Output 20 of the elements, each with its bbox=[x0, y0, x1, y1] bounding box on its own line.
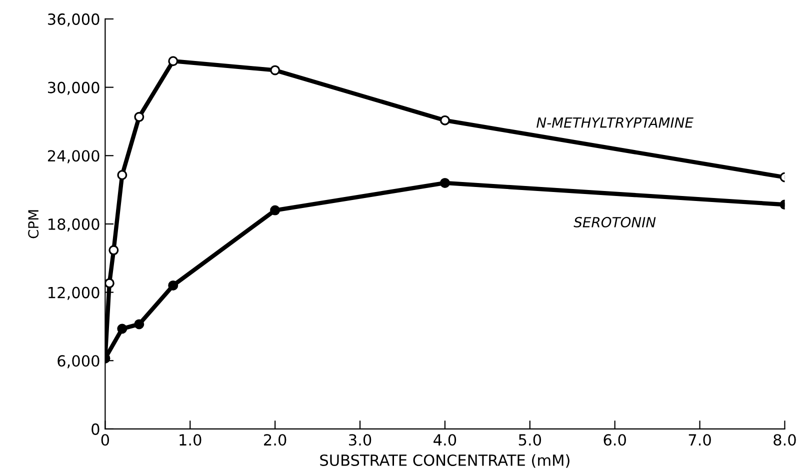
x-tick-label: 1.0 bbox=[180, 434, 202, 446]
x-tick-label: 4.0 bbox=[434, 434, 456, 446]
y-tick-label: 0 bbox=[92, 423, 100, 435]
x-tick-label: 0 bbox=[101, 434, 110, 446]
x-tick-label: 8.0 bbox=[774, 434, 796, 446]
y-tick-label: 12,000 bbox=[48, 286, 100, 300]
x-axis-title: SUBSTRATE CONCENTRATE (mM) bbox=[320, 454, 570, 468]
x-tick-label: 7.0 bbox=[688, 434, 711, 446]
y-axis-title: CPM bbox=[28, 210, 39, 238]
y-tick-label: 30,000 bbox=[48, 82, 100, 95]
y-tick-label: 18,000 bbox=[48, 218, 100, 232]
y-tick-label: 6,000 bbox=[58, 355, 100, 368]
y-tick-label: 36,000 bbox=[48, 13, 100, 27]
series-label: SEROTONIN bbox=[574, 216, 656, 228]
y-tick-label: 24,000 bbox=[48, 150, 100, 164]
x-tick-label: 2.0 bbox=[264, 434, 286, 446]
x-tick-label: 3.0 bbox=[349, 434, 372, 446]
series-label: N-METHYLTRYPTAMINE bbox=[536, 117, 694, 128]
x-tick-label: 6.0 bbox=[604, 434, 626, 446]
x-tick-label: 5.0 bbox=[518, 434, 542, 446]
